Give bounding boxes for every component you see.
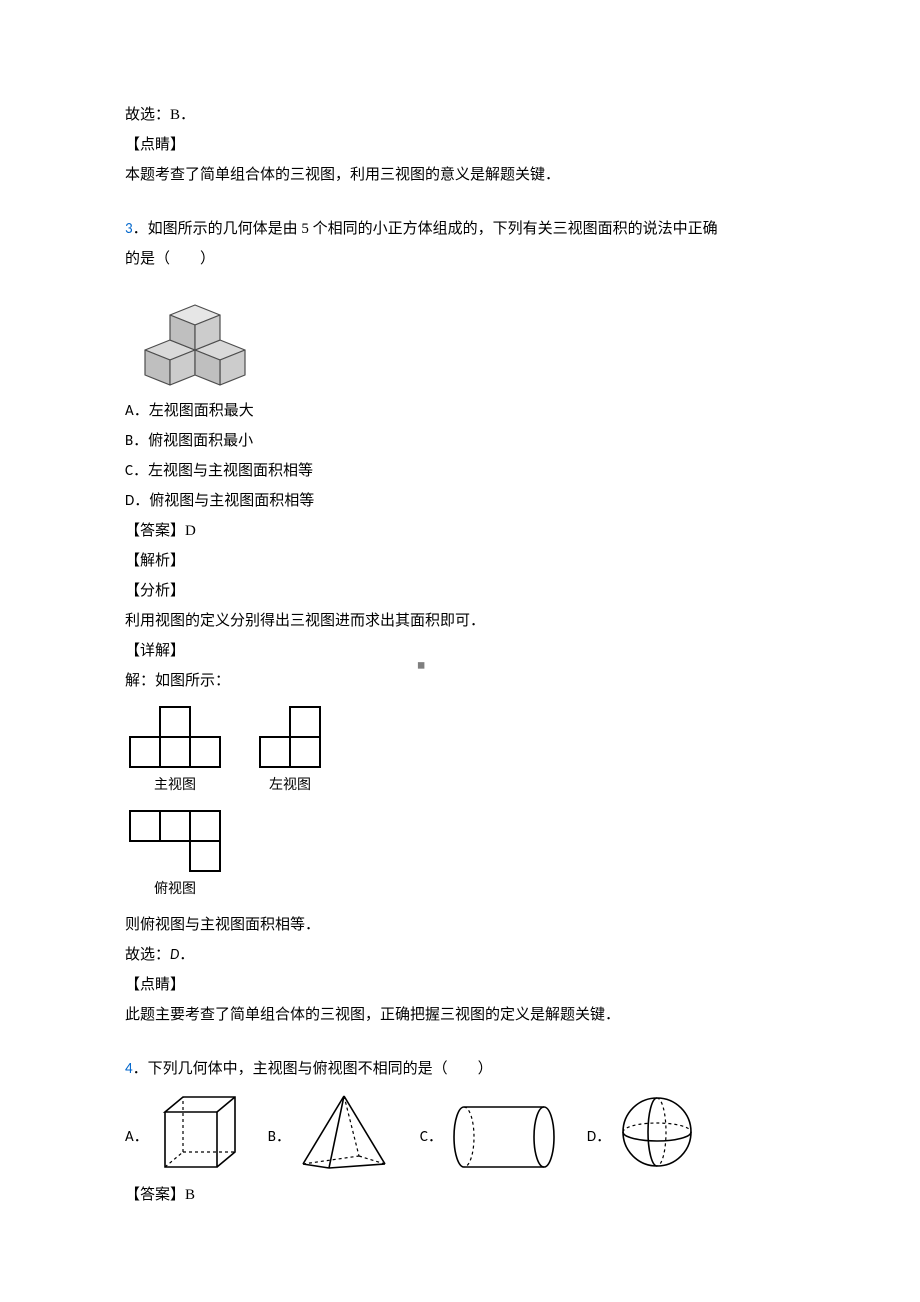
q4-optC-label: C． [420, 1122, 443, 1172]
q3-option-c: C．左视图与主视图面积相等 [125, 456, 795, 486]
spacer [125, 190, 795, 214]
q3-answer: 【答案】D [125, 516, 795, 546]
pyramid-icon [297, 1092, 392, 1172]
front-view-label: 主视图 [125, 772, 225, 800]
q4-option-a: A． [125, 1092, 240, 1172]
q3-option-d: D．俯视图与主视图面积相等 [125, 486, 795, 516]
q4-option-c: C． [420, 1102, 559, 1172]
left-view-label: 左视图 [255, 772, 325, 800]
top-view: 俯视图 [125, 806, 225, 904]
top-view-label: 俯视图 [125, 876, 225, 904]
q3-conclusion2: 故选：D． [125, 940, 795, 970]
q3-fenxi-body: 利用视图的定义分别得出三视图进而求出其面积即可． [125, 606, 795, 636]
q3-dianjing-heading: 【点睛】 [125, 970, 795, 1000]
q4-answer: 【答案】B [125, 1180, 795, 1210]
q3-jiexi-heading: 【解析】 [125, 546, 795, 576]
front-view: 主视图 [125, 702, 225, 800]
q4-optA-label: A． [125, 1122, 149, 1172]
q2-conclusion: 故选：B． [125, 100, 795, 130]
q4-stem-text: 下列几何体中，主视图与俯视图不相同的是（ ） [148, 1061, 493, 1077]
q4-optB-label: B． [268, 1122, 291, 1172]
cube-icon [155, 1092, 240, 1172]
cylinder-icon [449, 1102, 559, 1172]
q3-option-a: A．A．左视图面积最大左视图面积最大 [125, 396, 795, 426]
q3-stem-a: 如图所示的几何体是由 5 个相同的小正方体组成的，下列有关三视图面积的说法中正确 [148, 221, 718, 237]
q3-number: 3 [125, 220, 133, 238]
q3-xiangjie-heading: 【详解】 [125, 636, 795, 666]
q4-dot: ． [133, 1061, 148, 1077]
q4-option-d: D． [587, 1092, 697, 1172]
q3-answer-letter: D [170, 946, 179, 964]
q4-number: 4 [125, 1060, 133, 1078]
decorative-dot: ◼ [417, 656, 425, 676]
q3-stem-line2: 的是（ ） [125, 244, 795, 274]
q3-iso-figure [125, 280, 795, 390]
left-view: 左视图 [255, 702, 325, 800]
sphere-icon [617, 1092, 697, 1172]
q3-fenxi-heading: 【分析】 [125, 576, 795, 606]
page: 故选：B． 【点睛】 本题考查了简单组合体的三视图，利用三视图的意义是解题关键．… [0, 0, 920, 1302]
q3-views-row1: 主视图 左视图 [125, 702, 795, 800]
q4-optD-label: D． [587, 1122, 611, 1172]
q2-dianjing-body: 本题考查了简单组合体的三视图，利用三视图的意义是解题关键． [125, 160, 795, 190]
q4-option-b: B． [268, 1092, 392, 1172]
q2-dianjing-heading: 【点睛】 [125, 130, 795, 160]
q4-options: A． B． [125, 1092, 795, 1172]
spacer [125, 1030, 795, 1054]
q3-dot: ． [133, 221, 148, 237]
iso-cubes-svg [125, 280, 265, 390]
q3-views-row2: 俯视图 [125, 806, 795, 904]
q3-option-b: B．俯视图面积最小 [125, 426, 795, 456]
q3-xiangjie-body: 解：如图所示： [125, 666, 795, 696]
q4-stem: 4．下列几何体中，主视图与俯视图不相同的是（ ） [125, 1054, 795, 1084]
q3-dianjing-body: 此题主要考查了简单组合体的三视图，正确把握三视图的定义是解题关键． [125, 1000, 795, 1030]
q3-stem-line1: 3．如图所示的几何体是由 5 个相同的小正方体组成的，下列有关三视图面积的说法中… [125, 214, 795, 244]
q3-conclusion1: 则俯视图与主视图面积相等． [125, 910, 795, 940]
